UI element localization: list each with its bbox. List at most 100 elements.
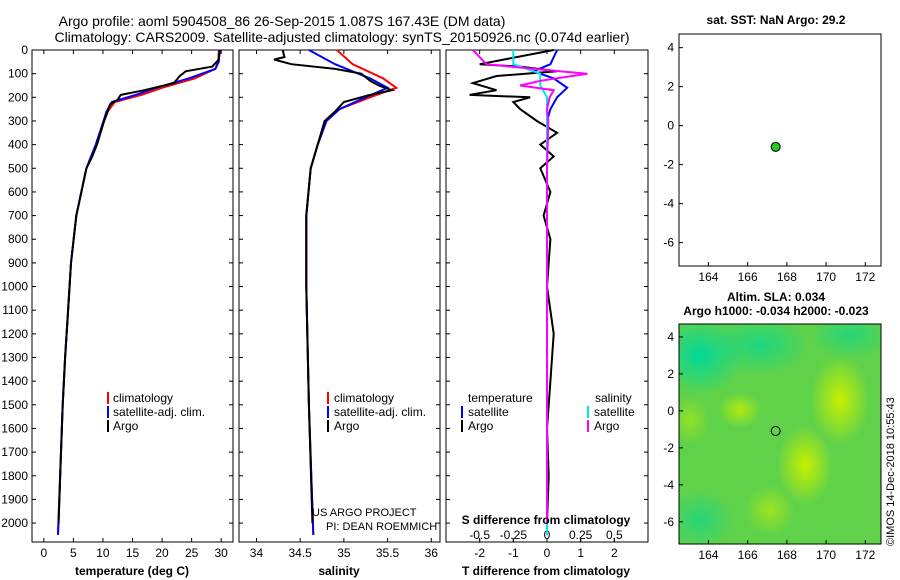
temperature-plot-frame xyxy=(31,49,234,543)
x-tick-label: 20 xyxy=(155,546,169,560)
sla-field-blob xyxy=(679,490,735,544)
series-line-satellite-adj-clim- xyxy=(57,49,221,535)
legend-temp-satellite-label: satellite xyxy=(468,405,509,419)
depth-tick-label: 100 xyxy=(8,67,28,81)
series-line-satellite-adj-clim- xyxy=(305,49,390,535)
x-tick-label: 30 xyxy=(214,546,228,560)
depth-tick-label: 600 xyxy=(8,185,28,199)
series-line-temperature-argo xyxy=(469,49,559,524)
sla-field-blob xyxy=(810,324,881,360)
x-tick-label: 25 xyxy=(185,546,199,560)
sst-map-title: sat. SST: NaN Argo: 29.2 xyxy=(707,13,846,27)
map-y-tick-label: 4 xyxy=(667,41,674,55)
map-x-tick-label: 168 xyxy=(777,270,797,284)
map-y-tick-label: -2 xyxy=(663,158,674,172)
map-x-tick-label: 172 xyxy=(855,270,875,284)
depth-tick-label: 1900 xyxy=(1,492,28,506)
project-annotation: US ARGO PROJECT xyxy=(312,507,417,519)
depth-tick-label: 0 xyxy=(21,43,28,57)
salinity-panel: 34 34.5 35 35.5 36 salinity climatology sate… xyxy=(238,49,441,578)
title-line2: Climatology: CARS2009. Satellite-adjuste… xyxy=(54,29,629,45)
x-tick-label: 0 xyxy=(544,546,551,560)
depth-tick-label: 1300 xyxy=(1,351,28,365)
depth-tick-label: 1700 xyxy=(1,445,28,459)
map-y-tick-label: -2 xyxy=(663,441,674,455)
depth-tick-label: 900 xyxy=(8,256,28,270)
depth-tick-label: 1600 xyxy=(1,421,28,435)
map-y-tick-label: 2 xyxy=(667,80,674,94)
map-y-tick-label: 0 xyxy=(667,404,674,418)
series-line-argo xyxy=(273,49,396,524)
top-x-tick-label: 0.5 xyxy=(606,528,623,542)
map-y-tick-label: -4 xyxy=(663,478,674,492)
difference-xlabel-top: S difference from climatology xyxy=(462,513,631,527)
sla-field-blob xyxy=(745,485,795,535)
series-line-climatology xyxy=(57,49,220,535)
title-line1: Argo profile: aoml 5904508_86 26-Sep-201… xyxy=(59,13,506,29)
depth-tick-label: 1800 xyxy=(1,469,28,483)
map-x-tick-label: 166 xyxy=(738,548,758,562)
legend-temp-argo-label: Argo xyxy=(468,419,494,433)
map-y-tick-label: -4 xyxy=(663,197,674,211)
temperature-panel: 0100200300400500600700800900100011001200… xyxy=(1,43,648,578)
top-x-tick-label: 0 xyxy=(544,528,551,542)
sst-map-panel: sat. SST: NaN Argo: 29.2 164 166 168 170 172… xyxy=(663,13,882,284)
sla-heatmap xyxy=(679,324,881,544)
map-x-tick-label: 166 xyxy=(738,270,758,284)
sla-field-blob xyxy=(718,392,762,428)
x-tick-label: 34 xyxy=(250,546,264,560)
depth-tick-label: 700 xyxy=(8,209,28,223)
x-tick-label: -1 xyxy=(508,546,519,560)
legend-climatology-label: climatology xyxy=(113,391,173,405)
top-x-tick-label: 0.25 xyxy=(569,528,593,542)
legend-climatology-label: climatology xyxy=(334,391,394,405)
legend-satellite-label: satellite-adj. clim. xyxy=(334,405,426,419)
series-line-salinity-satellite xyxy=(512,50,548,535)
depth-tick-label: 300 xyxy=(8,114,28,128)
top-x-tick-label: -0.5 xyxy=(469,528,490,542)
depth-tick-label: 1200 xyxy=(1,327,28,341)
map-y-tick-label: 2 xyxy=(667,367,674,381)
map-y-tick-label: -6 xyxy=(663,236,674,250)
legend-sal-argo-label: Argo xyxy=(594,419,620,433)
depth-tick-label: 800 xyxy=(8,232,28,246)
map-x-tick-label: 164 xyxy=(698,548,718,562)
imos-credit: ©IMOS 14-Dec-2018 10:55:43 xyxy=(885,397,897,546)
sst-map-frame xyxy=(678,33,882,267)
series-line-salinity-argo xyxy=(472,49,588,524)
pi-annotation: PI: DEAN ROEMMICH xyxy=(326,521,437,533)
x-tick-label: 0 xyxy=(40,546,47,560)
map-y-tick-label: 4 xyxy=(667,330,674,344)
temperature-xlabel: temperature (deg C) xyxy=(75,564,189,578)
sla-field-blob xyxy=(710,324,810,375)
x-tick-label: 1 xyxy=(577,546,584,560)
map-x-tick-label: 168 xyxy=(777,548,797,562)
sla-field-blob xyxy=(679,395,710,445)
depth-tick-label: 1500 xyxy=(1,398,28,412)
legend-argo-label: Argo xyxy=(334,419,360,433)
x-tick-label: -2 xyxy=(474,546,485,560)
series-line-argo xyxy=(57,49,221,524)
x-tick-label: 35 xyxy=(337,546,351,560)
top-x-tick-label: -0.25 xyxy=(500,528,528,542)
x-tick-label: 34.5 xyxy=(288,546,312,560)
depth-tick-label: 1100 xyxy=(2,303,28,317)
map-x-tick-label: 164 xyxy=(698,270,718,284)
series-line-climatology xyxy=(305,49,399,535)
x-tick-label: 10 xyxy=(96,546,110,560)
map-y-tick-label: -6 xyxy=(663,515,674,529)
temperature-legend: climatology satellite-adj. clim. Argo xyxy=(107,391,205,433)
x-tick-label: 15 xyxy=(126,546,140,560)
legend-satellite-label: satellite-adj. clim. xyxy=(113,405,205,419)
difference-xlabel: T difference from climatology xyxy=(462,564,630,578)
salinity-legend: climatology satellite-adj. clim. Argo xyxy=(327,391,426,433)
sla-map-frame xyxy=(678,323,882,545)
sla-map-subtitle: Argo h1000: -0.034 h2000: -0.023 xyxy=(683,304,869,318)
depth-tick-label: 400 xyxy=(8,138,28,152)
x-tick-label: 2 xyxy=(611,546,618,560)
salinity-plot-frame xyxy=(238,49,441,543)
difference-legend: temperature satellite Argo salinity sate… xyxy=(461,391,635,433)
map-x-tick-label: 172 xyxy=(855,548,875,562)
sla-map-title: Altim. SLA: 0.034 xyxy=(727,290,825,304)
